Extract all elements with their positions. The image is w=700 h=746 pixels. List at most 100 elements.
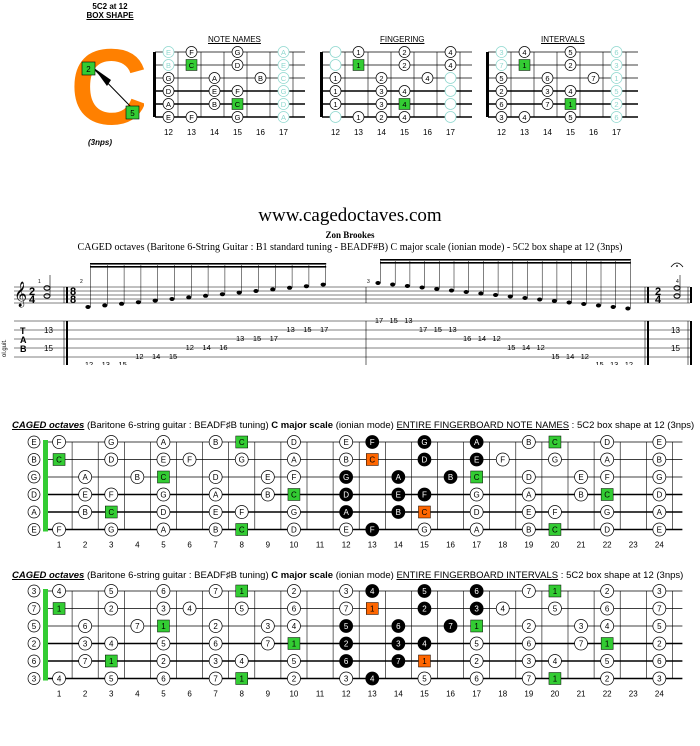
eighth-note (551, 299, 558, 303)
dot-label: B (396, 508, 401, 517)
dot-label: G (291, 508, 297, 517)
eighth-note (219, 292, 225, 297)
dot-label: 6 (213, 640, 218, 649)
dot-label: F (109, 491, 114, 500)
dot-label: F (370, 526, 375, 535)
fret-number: 13 (368, 690, 377, 699)
note-dot (156, 671, 171, 686)
open-string-dot (27, 619, 41, 633)
open-string-dot (27, 584, 41, 598)
panel-title-fingering: FINGERING (380, 35, 425, 44)
ghost-dot (444, 72, 457, 84)
dot-label: 4 (522, 48, 526, 57)
fret-number: 17 (279, 128, 288, 137)
root-square (352, 59, 365, 71)
box-note-dot (339, 505, 353, 519)
open-string-dot (27, 470, 41, 484)
note-dot (231, 111, 244, 123)
fret-number: 6 (187, 690, 192, 699)
box-diagrams: E F G AB C D EG A B CD E F GA B C DE F G A12 13 14 15 16 171 2 41… (153, 46, 638, 137)
dot-label: G (239, 456, 245, 465)
tab-number: 13 (286, 325, 294, 334)
dot-label: 4 (553, 657, 558, 666)
dot-label: F (500, 456, 505, 465)
fret-number: 23 (629, 690, 638, 699)
dot-label: 1 (356, 113, 360, 122)
dot-label: 1 (614, 74, 618, 83)
dot-label: 2 (379, 74, 383, 83)
half-note (43, 285, 51, 291)
note-dot (652, 487, 667, 502)
note-dot (375, 111, 388, 123)
note-dot (182, 601, 197, 616)
note-dot (234, 452, 249, 467)
svg-text:2: 2 (86, 65, 91, 74)
box-note-dot (365, 584, 380, 598)
root-square (235, 672, 248, 685)
eighth-note (152, 298, 158, 303)
note-dot (339, 671, 353, 686)
dot-label: 3 (579, 622, 584, 631)
open-string-label: 2 (32, 640, 37, 649)
dot-label: F (189, 48, 194, 57)
eighth-note (169, 297, 175, 301)
note-dot (444, 59, 457, 71)
note-dot (156, 636, 171, 651)
box-note-dot (417, 601, 432, 616)
open-string-dot (27, 637, 41, 650)
note-dot (287, 522, 301, 537)
measure-number: 3 (367, 279, 370, 285)
note-dot (234, 601, 249, 616)
dot-label: E (166, 113, 171, 122)
root-square (564, 98, 577, 110)
dot-label: 1 (356, 61, 360, 70)
dot-label: C (108, 508, 114, 517)
fret-number: 23 (629, 541, 638, 550)
dot-label: 5 (422, 675, 427, 684)
dot-label: 7 (448, 622, 453, 631)
dot-label: A (212, 74, 217, 83)
root-square (235, 584, 248, 598)
note-dot (231, 59, 244, 71)
open-string-label: 6 (32, 657, 37, 666)
dot-label: F (57, 438, 62, 447)
note-dot (495, 72, 508, 84)
open-string-label: A (31, 508, 37, 517)
note-dot (104, 522, 119, 537)
note-dot (652, 435, 667, 449)
fret-number: 12 (164, 128, 173, 137)
dot-label: E (657, 438, 662, 447)
dot-label: 6 (161, 587, 166, 596)
dot-label: 7 (657, 605, 662, 614)
dot-label: B (213, 526, 218, 535)
dot-label: 5 (344, 622, 349, 631)
fret-number: 14 (394, 541, 403, 550)
dot-label: G (235, 48, 241, 57)
dot-label: A (82, 473, 88, 482)
dot-label: 1 (333, 74, 337, 83)
dot-label: 7 (545, 100, 549, 109)
dot-label: 7 (591, 74, 595, 83)
dot-label: 6 (499, 100, 503, 109)
dot-label: 1 (605, 640, 610, 649)
box-note-dot (469, 584, 484, 598)
box-note-dot (443, 470, 458, 484)
half-note (43, 293, 51, 299)
dot-label: 3 (614, 61, 618, 70)
dot-label: B (258, 74, 263, 83)
note-dot (162, 59, 175, 71)
beam (380, 262, 631, 264)
note-dot (78, 619, 93, 633)
box-note-dot (339, 636, 353, 651)
note-dot (52, 522, 66, 537)
dot-label: 5 (605, 657, 610, 666)
note-dot (600, 470, 615, 484)
dot-label: 1 (568, 100, 572, 109)
dot-label: B (135, 473, 140, 482)
site-url[interactable]: www.cagedoctaves.com (258, 205, 442, 226)
note-dot (156, 522, 171, 537)
dot-label: D (656, 491, 662, 500)
fret-number: 17 (472, 541, 481, 550)
dot-label: G (281, 87, 287, 96)
